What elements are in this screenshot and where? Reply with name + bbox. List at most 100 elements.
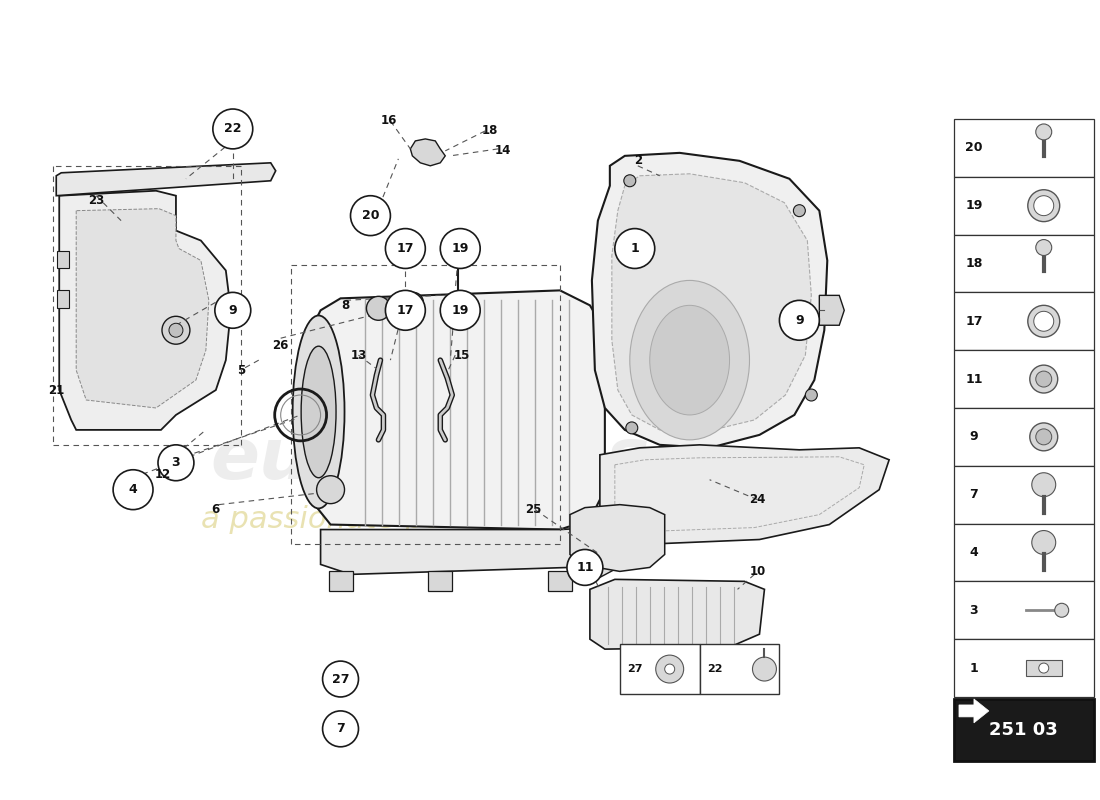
Circle shape — [793, 205, 805, 217]
Bar — [428, 571, 452, 591]
Polygon shape — [612, 174, 812, 432]
Circle shape — [404, 292, 424, 312]
Bar — [954, 699, 1093, 761]
Bar — [954, 177, 1093, 234]
Text: 27: 27 — [332, 673, 350, 686]
Polygon shape — [570, 505, 664, 571]
Polygon shape — [76, 209, 209, 408]
Polygon shape — [585, 550, 615, 578]
Bar — [1026, 660, 1061, 676]
Text: 18: 18 — [965, 257, 982, 270]
Bar — [954, 523, 1093, 582]
Circle shape — [1027, 306, 1059, 338]
Bar — [700, 644, 780, 694]
Circle shape — [1032, 473, 1056, 497]
Text: 20: 20 — [362, 209, 380, 222]
Circle shape — [656, 655, 684, 683]
Ellipse shape — [650, 306, 729, 415]
Circle shape — [385, 290, 426, 330]
Text: 17: 17 — [397, 304, 414, 317]
Polygon shape — [600, 445, 889, 545]
Circle shape — [1038, 663, 1048, 673]
Text: 10: 10 — [749, 565, 766, 578]
Text: 22: 22 — [224, 122, 242, 135]
Circle shape — [322, 711, 359, 746]
Bar — [57, 250, 69, 269]
Text: 3: 3 — [969, 604, 978, 617]
Text: 1: 1 — [969, 662, 978, 674]
Text: a passionate parts since 1985: a passionate parts since 1985 — [201, 505, 660, 534]
Text: 8: 8 — [341, 299, 350, 312]
Text: 23: 23 — [88, 194, 104, 207]
Circle shape — [780, 300, 820, 340]
Text: 1: 1 — [630, 242, 639, 255]
Circle shape — [1034, 196, 1054, 216]
Bar — [954, 408, 1093, 466]
Bar — [329, 571, 352, 591]
Text: eurocrates: eurocrates — [210, 426, 650, 494]
Circle shape — [317, 476, 344, 504]
Text: 3: 3 — [172, 456, 180, 470]
Circle shape — [805, 389, 817, 401]
Text: 11: 11 — [576, 561, 594, 574]
Circle shape — [440, 229, 481, 269]
Text: 4: 4 — [129, 483, 138, 496]
Circle shape — [1036, 239, 1052, 255]
Text: 24: 24 — [749, 493, 766, 506]
Circle shape — [351, 196, 390, 235]
Text: 19: 19 — [965, 199, 982, 212]
Polygon shape — [410, 139, 446, 166]
Polygon shape — [590, 579, 764, 649]
Text: 16: 16 — [381, 114, 397, 127]
Text: 15: 15 — [454, 349, 471, 362]
Bar — [57, 290, 69, 308]
Text: 9: 9 — [229, 304, 238, 317]
Polygon shape — [56, 163, 276, 196]
Text: 20: 20 — [965, 142, 982, 154]
Circle shape — [440, 290, 481, 330]
Polygon shape — [592, 153, 827, 448]
Polygon shape — [320, 527, 595, 574]
Circle shape — [385, 229, 426, 269]
Text: 9: 9 — [969, 430, 978, 443]
Circle shape — [1030, 365, 1058, 393]
Circle shape — [1036, 124, 1052, 140]
Circle shape — [214, 292, 251, 328]
Circle shape — [169, 323, 183, 338]
Text: 22: 22 — [707, 664, 723, 674]
Circle shape — [566, 550, 603, 586]
Circle shape — [1034, 311, 1054, 331]
Text: 4: 4 — [969, 546, 978, 559]
Text: 9: 9 — [795, 314, 804, 326]
Circle shape — [366, 296, 390, 320]
Circle shape — [213, 109, 253, 149]
Circle shape — [1032, 530, 1056, 554]
Text: 2: 2 — [634, 154, 641, 167]
Circle shape — [322, 661, 359, 697]
Polygon shape — [959, 699, 989, 723]
Ellipse shape — [301, 346, 336, 478]
Bar — [954, 350, 1093, 408]
Circle shape — [752, 657, 777, 681]
Ellipse shape — [630, 281, 749, 440]
Circle shape — [664, 664, 674, 674]
Circle shape — [113, 470, 153, 510]
Circle shape — [158, 445, 194, 481]
Text: 5: 5 — [236, 364, 245, 377]
Text: 251 03: 251 03 — [989, 721, 1058, 739]
Text: 21: 21 — [48, 383, 65, 397]
Ellipse shape — [293, 315, 344, 509]
Circle shape — [1030, 423, 1058, 451]
Bar — [619, 644, 700, 694]
Text: 12: 12 — [155, 468, 172, 482]
Circle shape — [1036, 371, 1052, 387]
Text: 25: 25 — [525, 503, 541, 516]
Circle shape — [615, 229, 654, 269]
Circle shape — [162, 316, 190, 344]
Polygon shape — [310, 290, 605, 530]
Bar — [954, 582, 1093, 639]
Bar — [954, 639, 1093, 697]
Bar — [954, 292, 1093, 350]
Text: 18: 18 — [482, 125, 498, 138]
Text: 7: 7 — [337, 722, 345, 735]
